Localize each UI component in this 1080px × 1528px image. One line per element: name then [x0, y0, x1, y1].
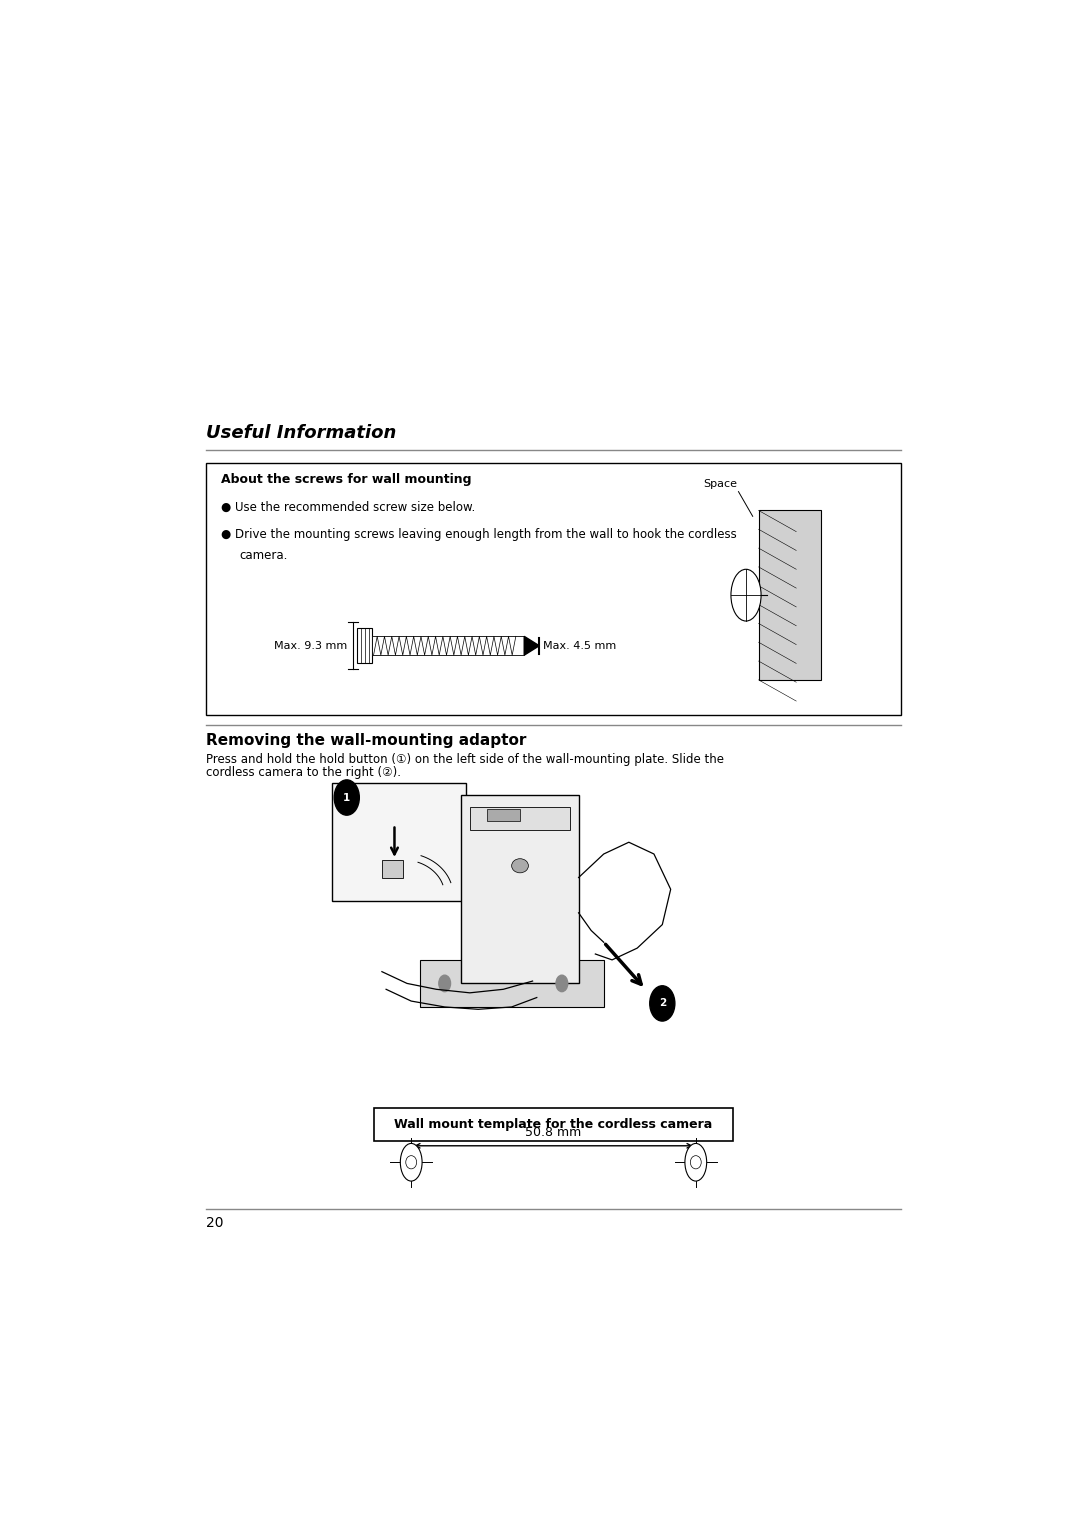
- Ellipse shape: [401, 1143, 422, 1181]
- Text: Press and hold the hold button (①) on the left side of the wall-mounting plate. : Press and hold the hold button (①) on th…: [206, 753, 725, 766]
- Bar: [470, 807, 570, 831]
- Bar: [374, 1108, 733, 1141]
- Text: Removing the wall-mounting adaptor: Removing the wall-mounting adaptor: [206, 733, 527, 747]
- Text: 2: 2: [659, 998, 666, 1008]
- Bar: [382, 860, 403, 877]
- Text: 1: 1: [343, 793, 350, 802]
- Ellipse shape: [685, 1143, 706, 1181]
- Text: Wall mount template for the cordless camera: Wall mount template for the cordless cam…: [394, 1118, 713, 1131]
- Bar: [206, 463, 901, 715]
- Text: Useful Information: Useful Information: [206, 425, 396, 442]
- Circle shape: [650, 986, 675, 1021]
- Bar: [461, 795, 579, 984]
- Text: camera.: camera.: [240, 549, 288, 562]
- Text: 20: 20: [206, 1216, 224, 1230]
- Bar: [356, 628, 372, 663]
- Ellipse shape: [512, 859, 528, 872]
- Text: Space: Space: [704, 480, 738, 489]
- Bar: [332, 784, 465, 902]
- Circle shape: [438, 975, 450, 992]
- Polygon shape: [524, 636, 539, 656]
- Ellipse shape: [731, 570, 761, 620]
- Text: Max. 4.5 mm: Max. 4.5 mm: [543, 640, 617, 651]
- Bar: [420, 960, 604, 1007]
- Text: About the screws for wall mounting: About the screws for wall mounting: [221, 472, 472, 486]
- Text: Max. 9.3 mm: Max. 9.3 mm: [273, 640, 347, 651]
- Bar: [372, 636, 524, 656]
- Bar: [758, 510, 821, 680]
- Bar: [486, 810, 521, 821]
- Text: 50.8 mm: 50.8 mm: [525, 1126, 582, 1138]
- Text: cordless camera to the right (②).: cordless camera to the right (②).: [206, 766, 401, 779]
- Text: ● Use the recommended screw size below.: ● Use the recommended screw size below.: [221, 501, 475, 513]
- Circle shape: [334, 779, 360, 814]
- Text: ● Drive the mounting screws leaving enough length from the wall to hook the cord: ● Drive the mounting screws leaving enou…: [221, 529, 737, 541]
- Circle shape: [556, 975, 568, 992]
